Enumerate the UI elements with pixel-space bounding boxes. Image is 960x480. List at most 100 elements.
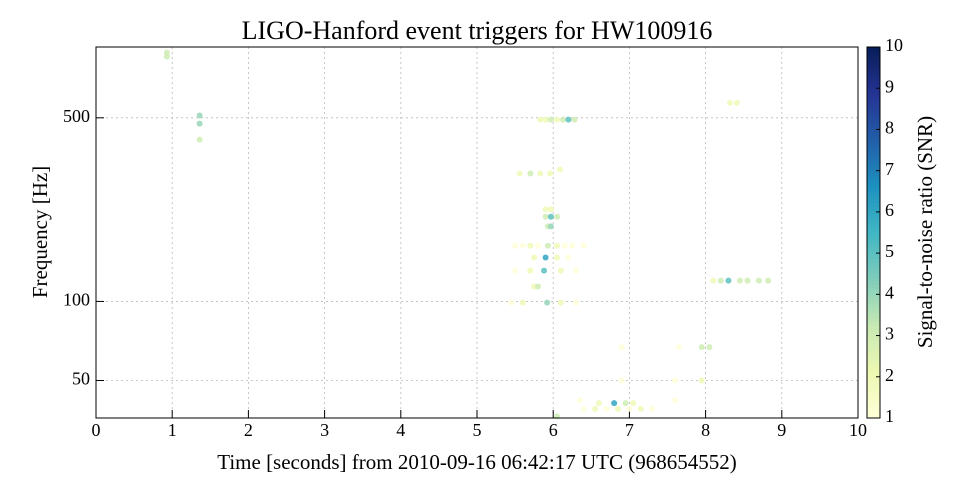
colorbar-segment: [867, 384, 880, 389]
point: [698, 377, 705, 384]
point: [580, 242, 587, 249]
colorbar-segment: [867, 377, 880, 382]
point: [519, 242, 526, 249]
colorbar-segment: [867, 328, 880, 334]
colorbar-segment: [867, 284, 880, 289]
point: [534, 242, 541, 249]
colorbar-segment: [867, 102, 880, 107]
point: [561, 242, 568, 249]
colorbar-segment: [867, 325, 880, 330]
point: [614, 405, 621, 412]
point: [565, 116, 572, 123]
point: [557, 267, 564, 274]
colorbar-segment: [867, 395, 880, 400]
colorbar-segment: [867, 87, 880, 93]
colorbar-segment: [867, 195, 880, 200]
colorbar-segment: [867, 239, 880, 245]
colorbar-tick-label: 3: [885, 324, 894, 344]
x-tick-label: 10: [849, 420, 867, 440]
colorbar-segment: [867, 210, 880, 215]
point: [542, 116, 549, 123]
colorbar-segment: [867, 332, 880, 337]
colorbar-segment: [867, 143, 880, 148]
colorbar-segment: [867, 121, 880, 126]
colorbar-segment: [867, 187, 880, 193]
point: [554, 116, 561, 123]
colorbar-segment: [867, 299, 880, 304]
point: [710, 277, 717, 284]
point: [542, 213, 549, 220]
point: [542, 206, 549, 213]
colorbar-segment: [867, 295, 880, 300]
point: [736, 277, 743, 284]
x-tick-label: 3: [320, 420, 329, 440]
point: [765, 277, 772, 284]
point: [626, 405, 633, 412]
point: [603, 405, 610, 412]
colorbar-tick-label: 8: [885, 118, 894, 138]
chart-title: LIGO-Hanford event triggers for HW100916: [242, 16, 713, 45]
colorbar-segment: [867, 117, 880, 122]
colorbar-segment: [867, 336, 880, 341]
colorbar-segment: [867, 128, 880, 133]
x-tick-label: 4: [396, 420, 405, 440]
colorbar-segment: [867, 221, 880, 226]
colorbar-segment: [867, 225, 880, 230]
colorbar-segment: [867, 80, 880, 85]
colorbar-segment: [867, 139, 880, 144]
colorbar-segment: [867, 314, 880, 319]
colorbar-segment: [867, 106, 880, 111]
colorbar-segment: [867, 76, 880, 81]
x-axis-label: Time [seconds] from 2010-09-16 06:42:17 …: [217, 450, 737, 474]
colorbar-segment: [867, 410, 880, 415]
x-tick-label: 1: [168, 420, 177, 440]
colorbar-segment: [867, 72, 880, 78]
colorbar-segment: [867, 258, 880, 263]
point: [571, 116, 578, 123]
y-tick-label: 50: [72, 369, 90, 389]
colorbar-segment: [867, 321, 880, 326]
point: [595, 400, 602, 407]
colorbar-segment: [867, 399, 880, 404]
colorbar-segment: [867, 165, 880, 170]
colorbar-segment: [867, 236, 880, 241]
colorbar-tick-label: 9: [885, 76, 894, 96]
colorbar-segment: [867, 302, 880, 308]
point: [163, 53, 170, 60]
point: [733, 99, 740, 106]
point: [547, 223, 554, 230]
point: [516, 170, 523, 177]
point: [547, 206, 554, 213]
colorbar-segment: [867, 69, 880, 74]
colorbar-segment: [867, 380, 880, 386]
point: [622, 400, 629, 407]
point: [560, 116, 567, 123]
colorbar-segment: [867, 406, 880, 412]
colorbar-segment: [867, 343, 880, 349]
colorbar-segment: [867, 65, 880, 70]
colorbar-segment: [867, 150, 880, 156]
colorbar-segment: [867, 388, 880, 393]
colorbar-segment: [867, 191, 880, 196]
colorbar-segment: [867, 228, 880, 233]
colorbar-segment: [867, 369, 880, 374]
x-tick-label: 2: [244, 420, 253, 440]
x-tick-label: 8: [701, 420, 710, 440]
colorbar-segment: [867, 199, 880, 204]
colorbar-segment: [867, 84, 880, 89]
point: [537, 170, 544, 177]
colorbar-tick-label: 2: [885, 365, 894, 385]
point: [547, 116, 554, 123]
colorbar-segment: [867, 154, 880, 159]
point: [565, 254, 572, 261]
y-axis-label: Frequency [Hz]: [28, 166, 52, 298]
point: [592, 405, 599, 412]
point: [573, 299, 580, 306]
point: [547, 170, 554, 177]
point: [554, 413, 561, 420]
point: [576, 397, 583, 404]
colorbar-segment: [867, 366, 880, 371]
point: [519, 299, 526, 306]
point: [672, 377, 679, 384]
